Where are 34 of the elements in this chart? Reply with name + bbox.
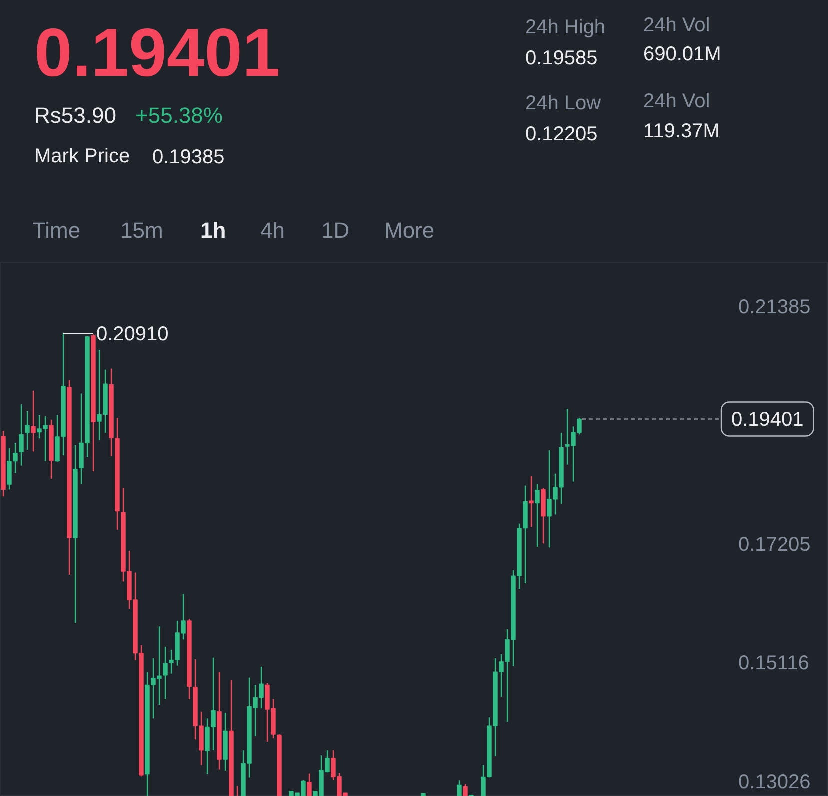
text: 24h High [526, 16, 606, 38]
text: Mark Price [34, 146, 130, 168]
candlestick [463, 783, 468, 796]
text: 0.19585 [526, 48, 598, 70]
annotation: 0.20910 [96, 324, 169, 346]
text: 24h Vol [644, 14, 710, 36]
candlestick [25, 410, 30, 451]
text: 24h Vol [644, 90, 710, 112]
ref-line-label: 0.19401 [732, 409, 804, 432]
candlestick [535, 483, 540, 548]
candlestick [31, 390, 36, 452]
text: Time [32, 218, 81, 243]
text: Rs53.90 [34, 103, 116, 128]
text: 0.12205 [526, 124, 598, 146]
text: 15m [120, 218, 164, 243]
y-tick-label: 0.21385 [738, 296, 811, 319]
text: 690.01M [644, 44, 722, 66]
y-tick-label: 0.15116 [738, 652, 810, 675]
text: 24h Low [526, 92, 602, 114]
text: 119.37M [644, 120, 720, 142]
y-tick-label: 0.13026 [738, 771, 811, 794]
candlestick [457, 780, 462, 796]
y-tick-label: 0.17205 [738, 534, 811, 556]
text: 0.19401 [34, 15, 280, 91]
candlestick [529, 476, 534, 528]
text: 0.19385 [152, 146, 225, 168]
text: 1h [200, 218, 226, 243]
text: 1D [322, 218, 350, 243]
text: 4h [260, 218, 285, 243]
text: +55.38% [136, 103, 223, 128]
candlestick [307, 773, 312, 796]
text: More [384, 218, 435, 243]
candlestick [163, 646, 168, 700]
candlestick [19, 404, 24, 466]
